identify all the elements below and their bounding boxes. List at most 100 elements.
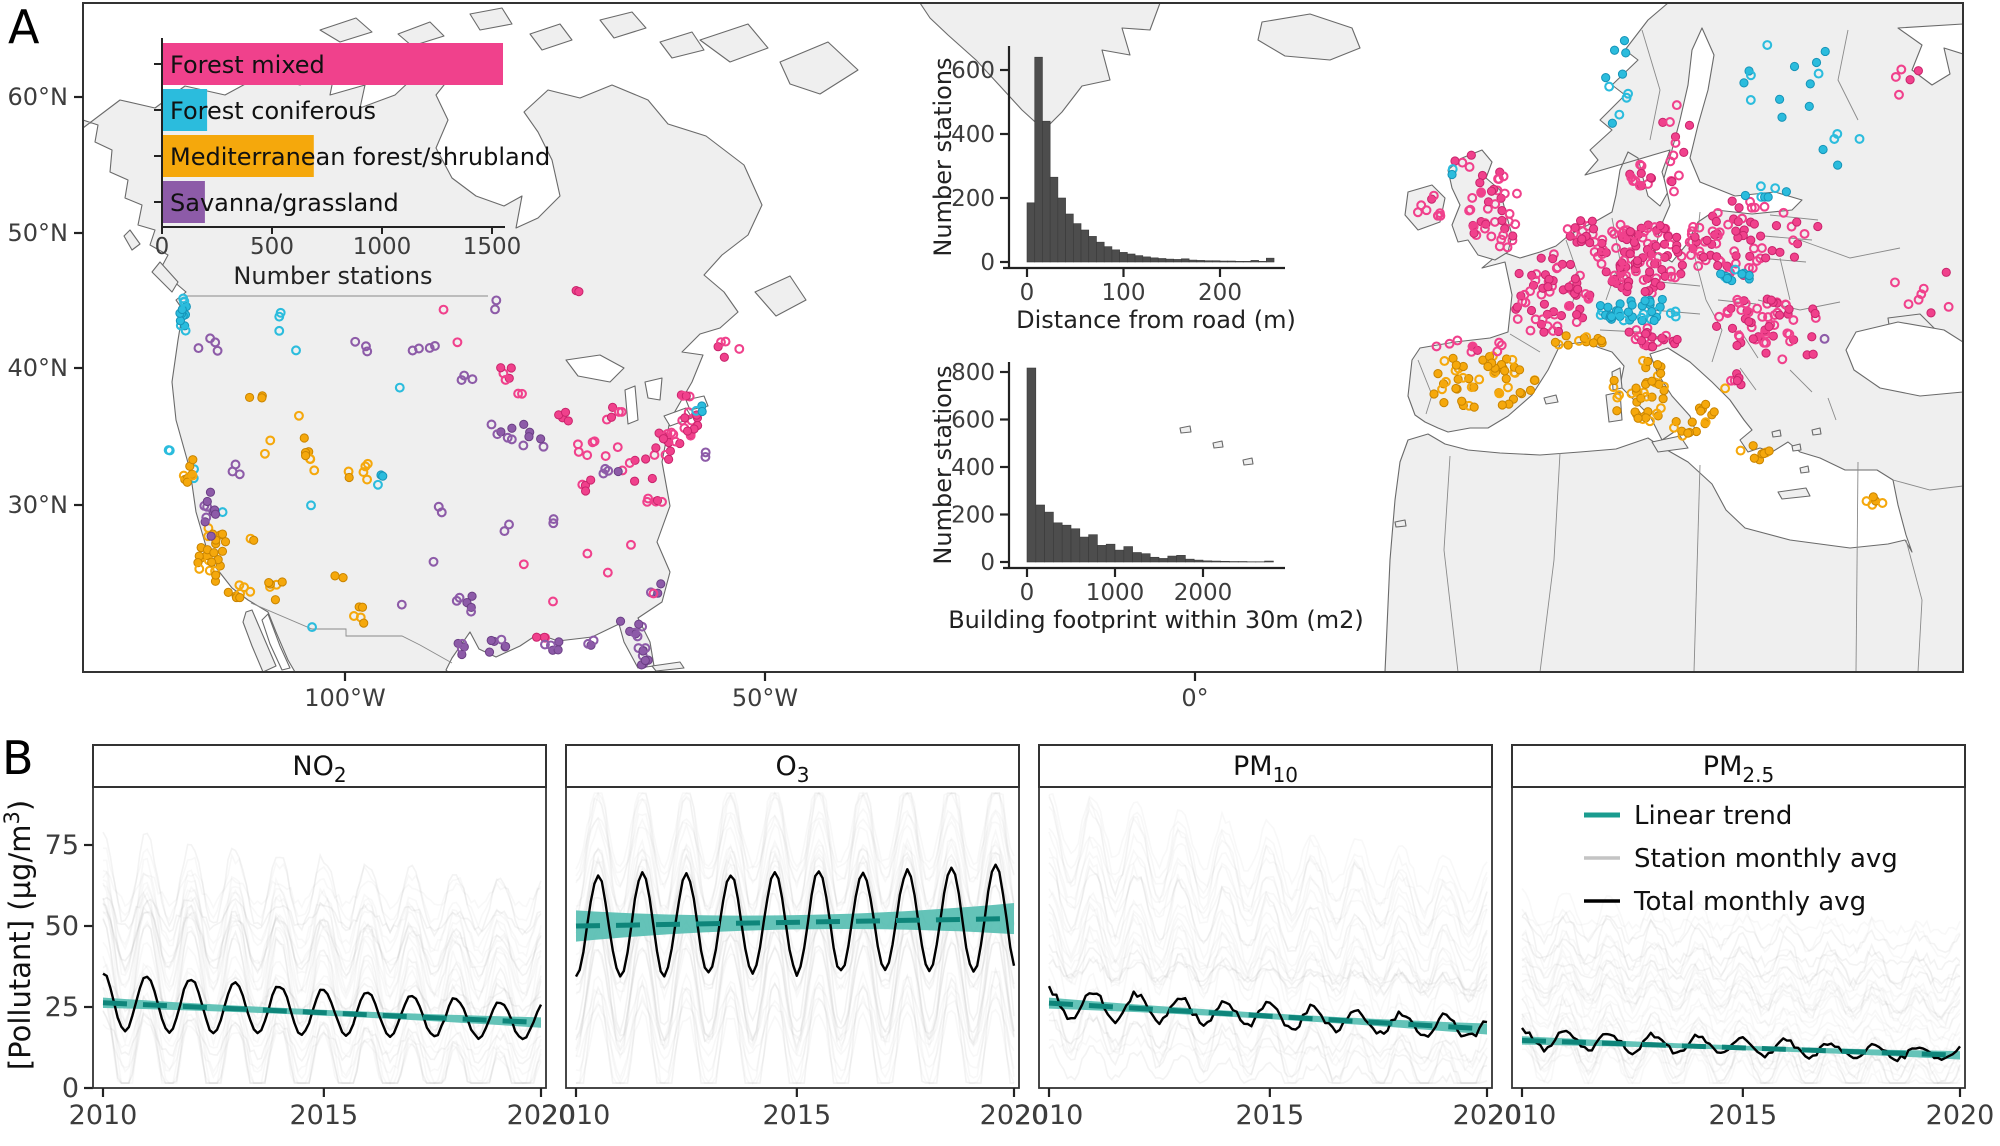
station-dot (1421, 205, 1432, 216)
station-dot (1679, 147, 1689, 157)
station-dot (1630, 334, 1641, 345)
station-dot (1723, 219, 1734, 230)
station-dot (454, 592, 465, 603)
station-dot (1609, 45, 1620, 55)
station-dot (211, 570, 221, 580)
station-dot (1746, 202, 1757, 213)
station-dot (643, 493, 654, 504)
station-dot (188, 455, 198, 465)
station-dot (249, 535, 259, 545)
strip-header (1511, 744, 1966, 788)
station-dot (1544, 274, 1554, 284)
station-dot (574, 287, 584, 297)
station-dot (1727, 196, 1737, 206)
station-dot (205, 487, 216, 497)
station-dot (586, 475, 596, 485)
legend: Linear trend Station monthly avg Total mon… (1584, 801, 1898, 917)
station-dot (1683, 428, 1693, 438)
svg-text:500: 500 (250, 234, 294, 260)
svg-text:400: 400 (951, 122, 995, 148)
station-dot (1813, 221, 1823, 232)
station-dot (1905, 75, 1915, 85)
station-dot (1498, 230, 1509, 241)
station-dot (180, 325, 191, 336)
y-axis: 0 25 50 75 (45, 830, 93, 1104)
station-dot (1672, 232, 1682, 242)
station-dot (1429, 389, 1439, 399)
station-dot (504, 519, 514, 530)
station-dot (1749, 202, 1760, 213)
station-dot (1693, 261, 1704, 272)
station-dot (496, 363, 506, 373)
station-dot (1913, 66, 1923, 76)
station-dot (641, 454, 651, 464)
station-dot (1737, 213, 1748, 224)
station-dot (1607, 226, 1617, 237)
svg-text:2020: 2020 (980, 1100, 1049, 1131)
station-dot (582, 450, 593, 461)
station-dot (1640, 287, 1650, 297)
station-dot (1469, 402, 1479, 412)
station-dot (1587, 216, 1597, 226)
svg-text:2010: 2010 (542, 1100, 611, 1131)
station-dot (1745, 95, 1756, 105)
station-dot (1670, 137, 1681, 148)
station-dot (1624, 327, 1634, 337)
svg-text:50°W: 50°W (732, 684, 798, 712)
station-dot (1575, 216, 1586, 226)
station-dot (217, 529, 228, 539)
station-dot (428, 556, 439, 567)
station-dot (1618, 315, 1629, 326)
station-dot (1573, 284, 1583, 294)
station-dot (1890, 71, 1901, 82)
station-dot (1646, 173, 1656, 183)
station-dot (1607, 118, 1617, 128)
station-dot (492, 429, 503, 440)
station-dot (1552, 262, 1563, 273)
linear-trend-line (575, 916, 1015, 929)
station-dot (1644, 416, 1655, 427)
station-dot (1763, 192, 1773, 202)
station-dot (338, 573, 348, 583)
station-dot (1745, 251, 1755, 261)
station-dot (179, 296, 190, 307)
station-dot (1896, 64, 1907, 75)
station-dot (220, 537, 231, 547)
station-dot (466, 606, 477, 617)
station-dot (1511, 188, 1522, 199)
station-dot (1778, 207, 1789, 218)
station-dot (1623, 307, 1633, 317)
station-dot (1512, 314, 1523, 325)
station-dot (1647, 307, 1657, 317)
station-dot (545, 640, 556, 651)
legend-label: Linear trend (1634, 801, 1792, 831)
station-dot (1619, 36, 1630, 46)
svg-text:2020: 2020 (1453, 1100, 1522, 1131)
station-dot (1670, 272, 1680, 283)
station-dot (612, 442, 623, 453)
svg-text:25: 25 (45, 992, 79, 1023)
station-dot (1777, 112, 1787, 122)
station-dot (1771, 221, 1782, 231)
station-dot (486, 635, 496, 646)
station-dot (680, 413, 690, 423)
svg-text:0: 0 (980, 550, 995, 576)
station-dot (1712, 230, 1723, 241)
station-dot (307, 622, 318, 633)
station-dot (1861, 496, 1872, 507)
station-dot (1732, 340, 1742, 351)
station-dot (1673, 170, 1684, 181)
station-dot (1607, 275, 1618, 286)
station-dot (234, 469, 245, 480)
station-dot (1549, 309, 1560, 320)
svg-text:Forest mixed: Forest mixed (170, 51, 325, 79)
bar-cyan (162, 89, 208, 131)
station-dot (1788, 235, 1799, 246)
station-dot (1808, 349, 1818, 359)
svg-text:2010: 2010 (1488, 1100, 1557, 1131)
station-dot (1658, 394, 1668, 404)
station-dot (350, 336, 361, 347)
station-dot (202, 496, 212, 507)
station-dot (719, 352, 729, 362)
